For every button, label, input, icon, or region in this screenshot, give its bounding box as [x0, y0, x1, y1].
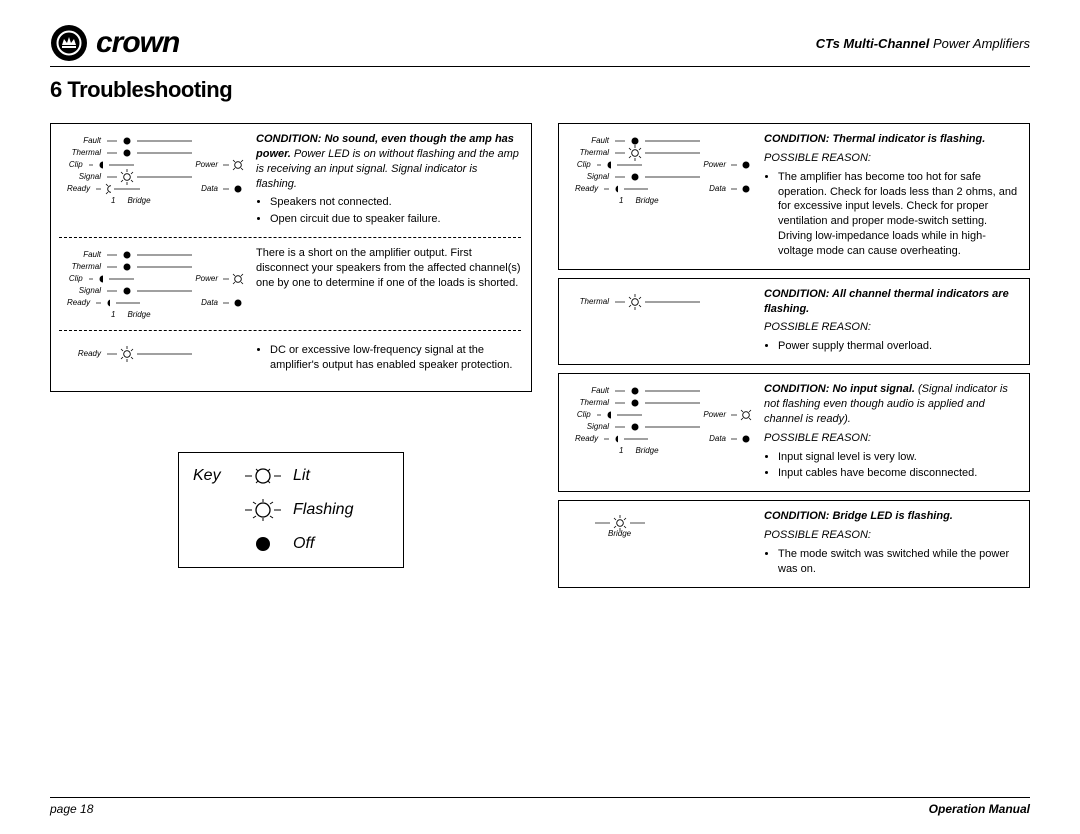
key-legend: Key Lit Flashing Off — [178, 452, 404, 568]
crown-logo-icon — [50, 24, 88, 62]
reason-item: Open circuit due to speaker failure. — [270, 212, 521, 227]
page-footer: page 18 Operation Manual — [50, 797, 1030, 816]
page-number: page 18 — [50, 802, 93, 816]
led-panel: FaultThermalClipPower SignalReadyData 1B… — [567, 132, 750, 261]
reason-item: The mode switch was switched while the p… — [778, 547, 1019, 577]
reason-item: The amplifier has become too hot for saf… — [778, 170, 1019, 259]
led-panel: FaultThermalClipPower SignalReadyData 1B… — [59, 246, 242, 322]
lit-icon — [245, 467, 281, 485]
led-panel: Bridge — [567, 515, 750, 578]
off-icon — [245, 535, 281, 553]
left-box: FaultThermalClipPower SignalReadyData 1B… — [50, 123, 532, 392]
right-box-1: FaultThermalClipPower SignalReadyData 1B… — [558, 123, 1030, 270]
reason-item: Input cables have become disconnected. — [778, 466, 1019, 481]
reason-item: Speakers not connected. — [270, 195, 521, 210]
header-rule — [50, 66, 1030, 67]
brand-name: crown — [96, 26, 179, 60]
right-box-4: Bridge CONDITION: Bridge LED is flashing… — [558, 500, 1030, 587]
flashing-icon — [245, 499, 281, 521]
led-panel: Ready — [59, 345, 242, 375]
led-panel: FaultThermalClipPower SignalReadyData 1B… — [59, 132, 242, 229]
section-title: 6 Troubleshooting — [50, 77, 1030, 103]
right-box-2: Thermal CONDITION: All channel thermal i… — [558, 278, 1030, 365]
led-panel: Thermal — [567, 293, 750, 356]
reason-item: Power supply thermal overload. — [778, 339, 1019, 354]
led-panel: FaultThermalClipPower SignalReadyData 1B… — [567, 382, 750, 483]
product-line: CTs Multi-Channel Power Amplifiers — [816, 36, 1030, 51]
reason-item: DC or excessive low-frequency signal at … — [270, 343, 521, 373]
reason-item: Input signal level is very low. — [778, 450, 1019, 465]
manual-name: Operation Manual — [929, 802, 1030, 816]
brand: crown — [50, 24, 179, 62]
page-header: crown CTs Multi-Channel Power Amplifiers — [50, 24, 1030, 62]
right-box-3: FaultThermalClipPower SignalReadyData 1B… — [558, 373, 1030, 492]
